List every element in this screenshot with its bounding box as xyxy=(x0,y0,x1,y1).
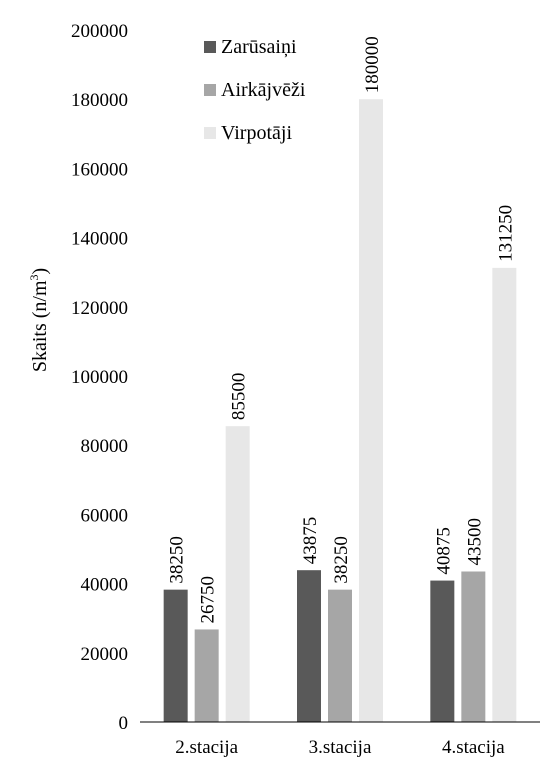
y-tick-label: 60000 xyxy=(81,505,129,526)
bar xyxy=(430,580,455,722)
legend-swatch xyxy=(204,84,216,96)
data-label: 38250 xyxy=(331,536,352,584)
y-axis-label-text: Skaits (n/m xyxy=(29,280,51,372)
data-label: 40875 xyxy=(433,527,454,575)
data-label: 180000 xyxy=(362,36,383,93)
bar xyxy=(297,570,321,722)
y-axis-label-superscript: 3 xyxy=(27,275,41,281)
data-label: 26750 xyxy=(198,576,219,624)
data-label: 85500 xyxy=(229,373,250,421)
y-tick-label: 80000 xyxy=(81,436,129,457)
y-tick-label: 180000 xyxy=(71,90,128,111)
legend-label: Airkājvēži xyxy=(221,79,306,101)
bar xyxy=(194,629,219,722)
y-axis-ticks: 0 20000 40000 60000 80000 100000 120000 140000 1… xyxy=(71,21,128,734)
y-tick-label: 160000 xyxy=(71,159,128,180)
x-tick-label: 2.stacija xyxy=(175,737,238,758)
legend-label: Zarūsaiņi xyxy=(221,36,297,58)
data-label: 38250 xyxy=(167,536,188,584)
bar xyxy=(328,589,352,722)
bar xyxy=(163,589,188,722)
legend-swatch xyxy=(204,127,216,139)
y-tick-label: 40000 xyxy=(81,575,129,596)
data-label: 131250 xyxy=(495,205,516,262)
data-label: 43875 xyxy=(300,517,321,565)
y-tick-label: 20000 xyxy=(81,644,129,665)
bar xyxy=(225,426,250,722)
x-tick-label: 4.stacija xyxy=(442,737,505,758)
legend: Zarūsaiņi Airkājvēži Virpotāji xyxy=(204,36,306,144)
x-tick-label: 3.stacija xyxy=(309,737,372,758)
y-axis-label: Skaits (n/m3) xyxy=(27,268,51,372)
x-axis-tick-labels: 2.stacija 3.stacija 4.stacija xyxy=(175,737,505,758)
bars xyxy=(163,99,517,722)
data-label: 43500 xyxy=(464,518,485,566)
y-axis-label-close: ) xyxy=(29,268,51,275)
data-labels: 38250 26750 85500 43875 38250 180000 40875 4350… xyxy=(167,36,517,623)
y-tick-label: 200000 xyxy=(71,21,128,42)
bar xyxy=(492,267,517,722)
y-tick-label: 100000 xyxy=(71,367,128,388)
y-tick-label: 140000 xyxy=(71,229,128,250)
y-tick-label: 0 xyxy=(119,713,129,734)
bar xyxy=(461,571,486,722)
legend-label: Virpotāji xyxy=(221,122,292,144)
legend-swatch xyxy=(204,41,216,53)
y-tick-label: 120000 xyxy=(71,298,128,319)
bar xyxy=(359,99,383,722)
